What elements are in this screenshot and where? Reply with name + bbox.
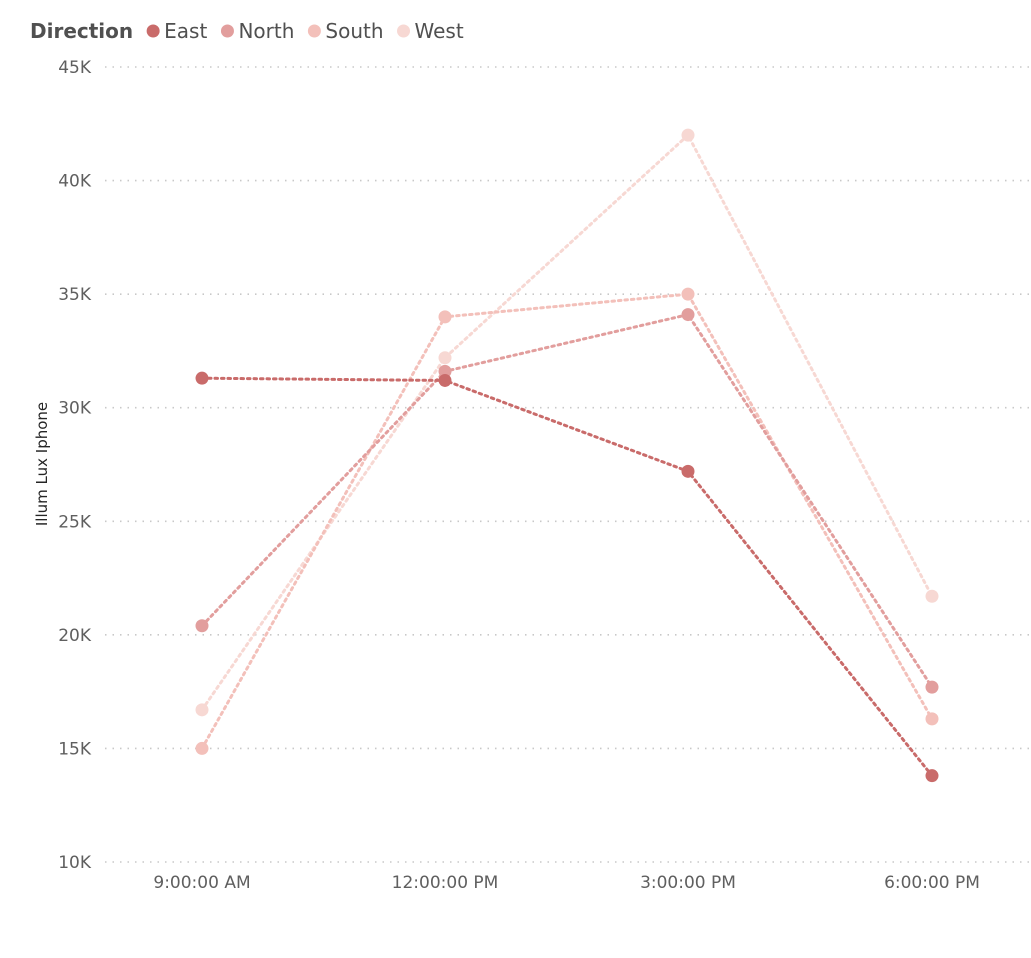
data-point[interactable] xyxy=(925,680,939,694)
series-east xyxy=(195,371,939,783)
y-tick-label: 30K xyxy=(58,399,92,419)
legend-item-north[interactable]: North xyxy=(220,19,294,43)
data-point[interactable] xyxy=(195,703,209,717)
legend-marker xyxy=(146,24,160,38)
x-tick-label: 6:00:00 PM xyxy=(884,873,980,893)
legend-item-south[interactable]: South xyxy=(307,19,384,43)
legend-label: West xyxy=(415,19,464,43)
data-point[interactable] xyxy=(681,128,695,142)
series-north xyxy=(195,308,939,694)
data-point[interactable] xyxy=(438,373,452,387)
y-tick-label: 35K xyxy=(58,285,92,305)
data-point[interactable] xyxy=(438,310,452,324)
series-line xyxy=(200,132,934,712)
x-tick-label: 12:00:00 PM xyxy=(392,873,499,893)
x-tick-label: 9:00:00 AM xyxy=(153,873,250,893)
series-group xyxy=(195,128,939,783)
series-line xyxy=(200,376,934,778)
legend-item-east[interactable]: East xyxy=(146,19,208,43)
series-line xyxy=(200,312,934,689)
data-point[interactable] xyxy=(438,351,452,365)
y-tick-label: 45K xyxy=(58,58,92,78)
gridlines xyxy=(105,66,1031,863)
data-point[interactable] xyxy=(195,619,209,633)
data-point[interactable] xyxy=(195,741,209,755)
data-point[interactable] xyxy=(681,308,695,322)
series-south xyxy=(195,287,939,755)
legend-item-west[interactable]: West xyxy=(397,19,464,43)
y-tick-label: 15K xyxy=(58,739,92,759)
legend: Direction East North South West xyxy=(30,19,464,43)
legend-marker xyxy=(307,24,321,38)
legend-title: Direction xyxy=(30,19,133,43)
series-west xyxy=(195,128,939,717)
data-point[interactable] xyxy=(925,589,939,603)
y-axis-title: Illum Lux Iphone xyxy=(33,402,51,526)
data-point[interactable] xyxy=(195,371,209,385)
data-point[interactable] xyxy=(438,364,452,378)
data-point[interactable] xyxy=(681,287,695,301)
data-point[interactable] xyxy=(925,712,939,726)
y-tick-label: 20K xyxy=(58,626,92,646)
legend-label: North xyxy=(238,19,294,43)
data-point[interactable] xyxy=(925,769,939,783)
x-tick-label: 3:00:00 PM xyxy=(640,873,736,893)
y-tick-label: 10K xyxy=(58,853,92,873)
y-axis-ticks: 10K 15K 20K 25K 30K 35K 40K 45K xyxy=(58,58,92,873)
legend-marker xyxy=(397,24,411,38)
y-tick-label: 40K xyxy=(58,172,92,192)
x-axis-ticks: 9:00:00 AM 12:00:00 PM 3:00:00 PM 6:00:00 P… xyxy=(153,873,980,893)
legend-marker xyxy=(220,24,234,38)
y-tick-label: 25K xyxy=(58,512,92,532)
data-point[interactable] xyxy=(681,464,695,478)
legend-label: East xyxy=(164,19,207,43)
legend-label: South xyxy=(325,19,383,43)
series-line xyxy=(200,292,934,750)
